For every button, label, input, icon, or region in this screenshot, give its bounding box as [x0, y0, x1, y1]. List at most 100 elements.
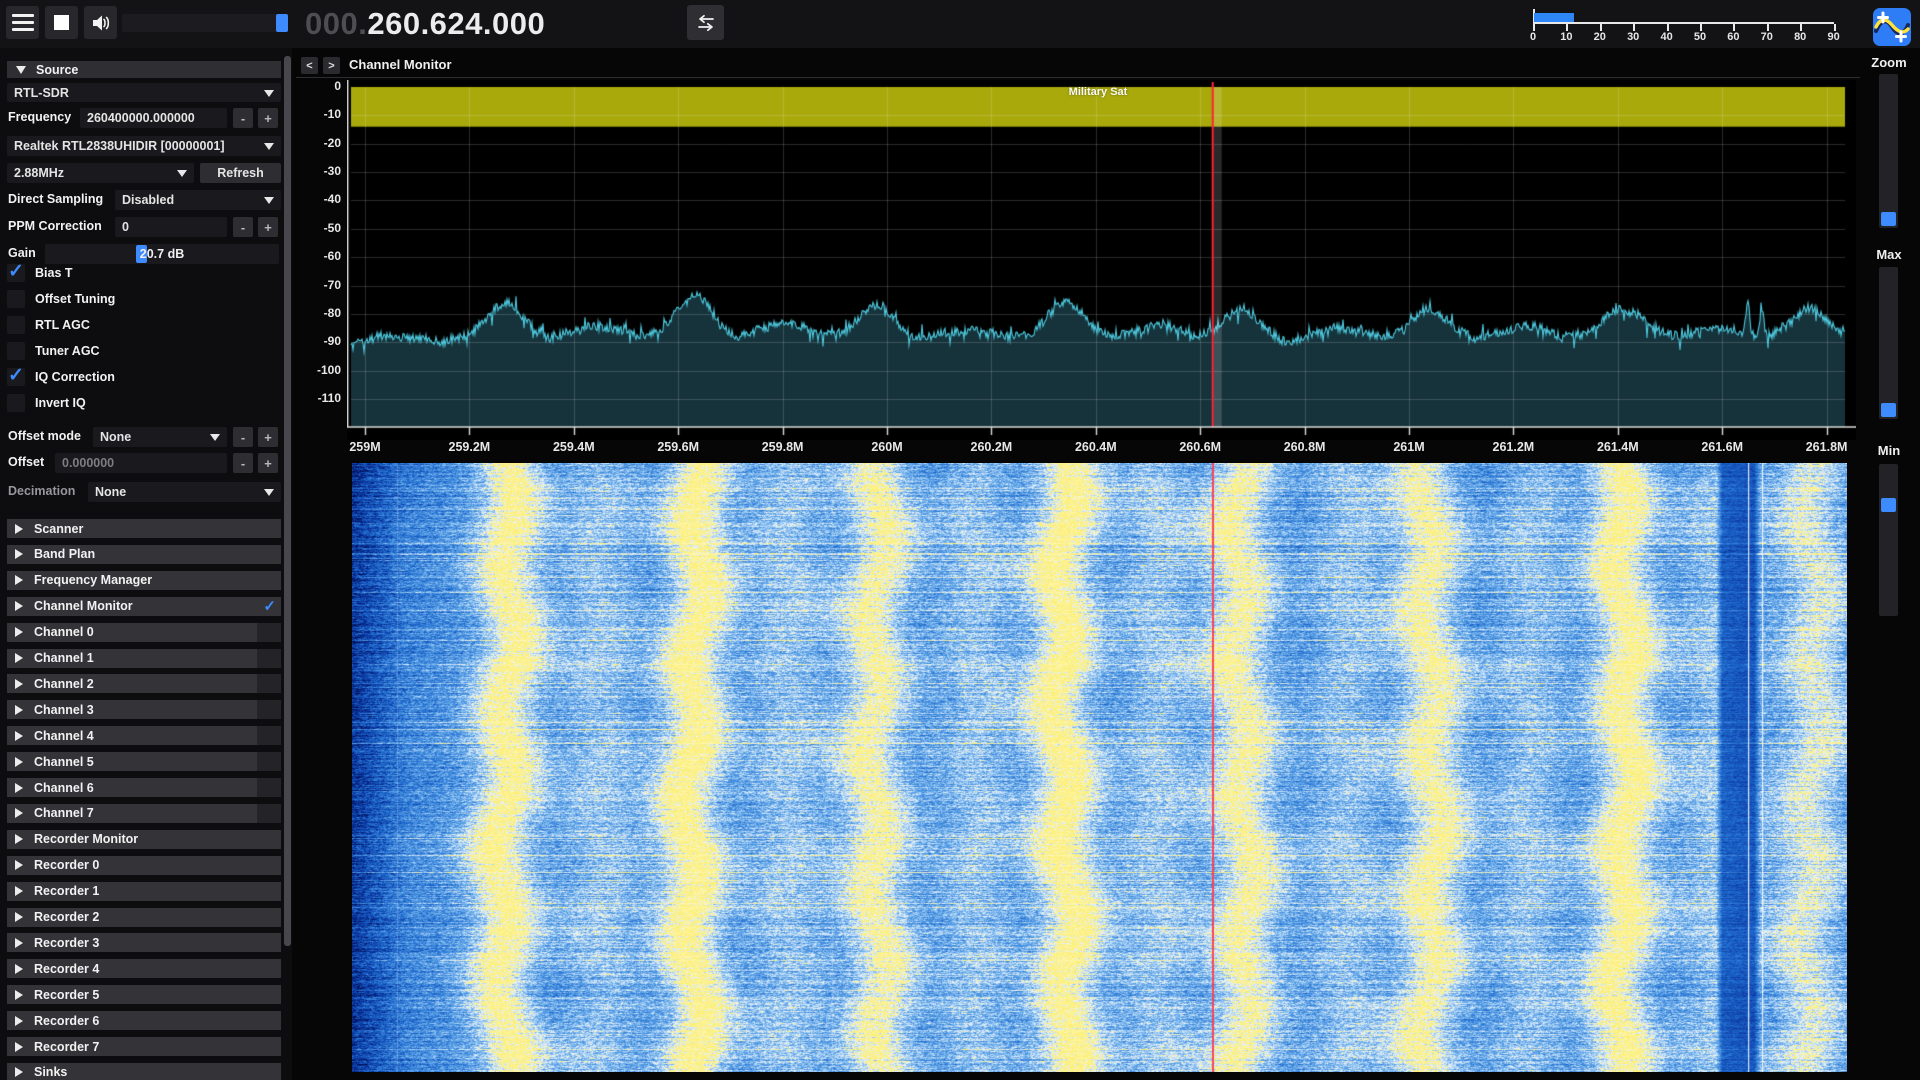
frequency-display-digits[interactable]: 260.624.000: [367, 6, 546, 41]
sidebar-item-frequency-manager[interactable]: Frequency Manager: [7, 570, 281, 590]
sidebar-item-recorder-1[interactable]: Recorder 1: [7, 881, 281, 901]
checkbox-iq-correction[interactable]: [7, 368, 25, 386]
menu-button[interactable]: [6, 6, 39, 39]
checkbox-rtl-agc[interactable]: [7, 316, 25, 334]
ppm-decrement-button[interactable]: -: [233, 217, 253, 237]
checkbox-label: IQ Correction: [35, 370, 115, 384]
stop-icon: [54, 15, 69, 30]
frequency-input[interactable]: 260400000.000000: [80, 108, 227, 128]
dropdown-caret-icon: [264, 489, 274, 496]
sidebar-item-channel-3[interactable]: Channel 3: [7, 700, 257, 720]
dropdown-caret-icon: [264, 197, 274, 204]
samplerate-dropdown[interactable]: 2.88MHz: [7, 163, 194, 183]
checkbox-label: Tuner AGC: [35, 344, 100, 358]
device-dropdown[interactable]: Realtek RTL2838UHIDIR [00000001]: [7, 136, 281, 156]
sidebar-item-label: Channel 1: [34, 651, 94, 665]
volume-slider-handle[interactable]: [276, 14, 288, 32]
ruler-tick-label: 80: [1794, 31, 1807, 43]
sidebar-item-recorder-7[interactable]: Recorder 7: [7, 1037, 281, 1056]
offset-decrement-button[interactable]: -: [233, 453, 253, 473]
sidebar-item-recorder-5[interactable]: Recorder 5: [7, 985, 281, 1005]
sidebar-item-scanner[interactable]: Scanner: [7, 519, 281, 538]
sidebar-item-recorder-4[interactable]: Recorder 4: [7, 959, 281, 979]
checkbox-tuner-agc[interactable]: [7, 342, 25, 360]
module-enable-checkbox[interactable]: [257, 803, 281, 823]
swap-arrows-icon: [697, 14, 714, 31]
ruler-tick-label: 10: [1560, 31, 1573, 43]
sidebar-item-recorder-6[interactable]: Recorder 6: [7, 1011, 281, 1031]
zoom-slider[interactable]: [1879, 74, 1898, 228]
ruler-tick-label: 90: [1827, 31, 1840, 43]
ppm-input[interactable]: 0: [115, 217, 227, 237]
sidebar-item-channel-2[interactable]: Channel 2: [7, 674, 257, 694]
fft-spectrum-plot[interactable]: [347, 80, 1856, 440]
sidebar-item-band-plan[interactable]: Band Plan: [7, 544, 281, 564]
dropdown-caret-icon: [177, 170, 187, 177]
offset-mode-increment-button[interactable]: +: [258, 427, 278, 447]
min-slider-handle[interactable]: [1881, 498, 1896, 512]
db-tick-label: -60: [323, 249, 341, 264]
module-enable-checkbox[interactable]: [257, 778, 281, 797]
module-enable-checkbox[interactable]: [257, 674, 281, 694]
sidebar-item-channel-4[interactable]: Channel 4: [7, 726, 257, 746]
module-enable-checkbox[interactable]: [257, 726, 281, 746]
offset-input[interactable]: 0.000000: [55, 453, 227, 473]
frequency-decrement-button[interactable]: -: [233, 108, 253, 128]
stop-button[interactable]: [45, 6, 78, 39]
collapse-arrow-icon: [15, 989, 23, 1000]
waterfall-display[interactable]: [352, 463, 1847, 1072]
offset-increment-button[interactable]: +: [258, 453, 278, 473]
checkmark-icon: ✓: [8, 365, 24, 386]
zoom-slider-handle[interactable]: [1881, 212, 1896, 226]
tab-channel-monitor[interactable]: Channel Monitor: [349, 57, 452, 72]
ruler-tick-label: 60: [1727, 31, 1740, 43]
fft-zoom-ruler[interactable]: 0 10 20 30 40 50 60 70 80 90: [1530, 0, 1843, 46]
section-header-source[interactable]: Source: [7, 61, 281, 78]
retune-swap-button[interactable]: [687, 5, 724, 40]
sidebar-item-recorder-2[interactable]: Recorder 2: [7, 907, 281, 927]
sidebar-item-channel-5[interactable]: Channel 5: [7, 752, 257, 772]
mute-button[interactable]: [84, 6, 117, 39]
sidebar-scrollbar-thumb[interactable]: [284, 56, 291, 946]
ruler-tick-mark: [1733, 24, 1736, 31]
ruler-fill-bar: [1534, 13, 1574, 22]
sidebar-item-recorder-3[interactable]: Recorder 3: [7, 933, 281, 953]
sidebar-item-recorder-monitor[interactable]: Recorder Monitor: [7, 829, 281, 849]
ppm-increment-button[interactable]: +: [258, 217, 278, 237]
frequency-display-dim-digits[interactable]: 000.: [305, 6, 368, 41]
sidebar-item-channel-7[interactable]: Channel 7: [7, 803, 257, 823]
gain-slider-handle[interactable]: [136, 245, 147, 263]
offset-mode-dropdown[interactable]: None: [93, 427, 227, 447]
sidebar-item-channel-6[interactable]: Channel 6: [7, 778, 257, 797]
collapse-arrow-icon: [15, 1041, 23, 1052]
module-enable-checkbox[interactable]: [257, 700, 281, 720]
max-slider-handle[interactable]: [1881, 403, 1896, 417]
sidebar-item-channel-1[interactable]: Channel 1: [7, 648, 257, 668]
module-enable-checkbox[interactable]: [257, 648, 281, 668]
sidebar-item-recorder-0[interactable]: Recorder 0: [7, 855, 281, 875]
volume-slider[interactable]: [122, 14, 288, 32]
max-slider[interactable]: [1879, 267, 1898, 419]
min-slider[interactable]: [1879, 464, 1898, 616]
sidebar-item-channel-monitor[interactable]: Channel Monitor ✓: [7, 596, 281, 616]
refresh-button[interactable]: Refresh: [200, 163, 281, 183]
source-type-dropdown[interactable]: RTL-SDR: [7, 83, 281, 102]
checkmark-icon: ✓: [8, 261, 24, 282]
gain-slider[interactable]: 20.7 dB: [45, 244, 279, 264]
module-enable-checkbox[interactable]: [257, 752, 281, 772]
sidebar-item-sinks[interactable]: Sinks: [7, 1062, 281, 1080]
checkbox-bias-t[interactable]: [7, 264, 25, 282]
db-tick-label: -20: [323, 135, 341, 150]
sidebar-item-channel-0[interactable]: Channel 0: [7, 622, 257, 642]
direct-sampling-dropdown[interactable]: Disabled: [115, 190, 281, 210]
offset-mode-decrement-button[interactable]: -: [233, 427, 253, 447]
tab-next-button[interactable]: >: [323, 57, 340, 74]
decimation-dropdown[interactable]: None: [88, 482, 281, 502]
module-enable-checkbox[interactable]: [257, 622, 281, 642]
max-slider-label: Max: [1876, 247, 1902, 262]
checkbox-invert-iq[interactable]: [7, 394, 25, 412]
frequency-display[interactable]: 000. 260.624.000: [305, 3, 545, 45]
frequency-increment-button[interactable]: +: [258, 108, 278, 128]
tab-prev-button[interactable]: <: [301, 57, 318, 74]
checkbox-offset-tuning[interactable]: [7, 290, 25, 308]
